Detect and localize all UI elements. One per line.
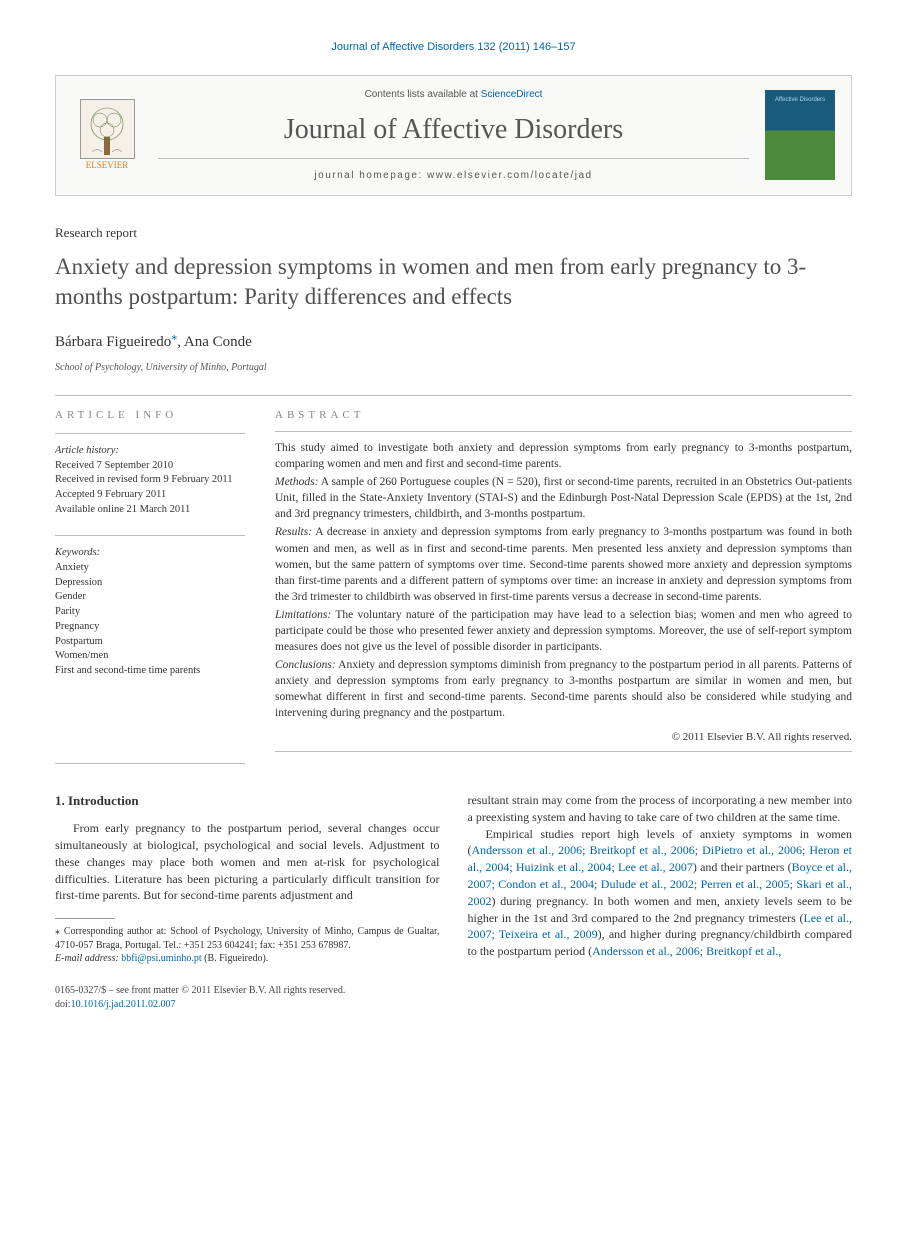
author-2: Ana Conde (184, 334, 252, 350)
keyword-item: Women/men (55, 649, 245, 664)
abstract-column: ABSTRACT This study aimed to investigate… (275, 408, 852, 764)
body-right-column: resultant strain may come from the proce… (468, 792, 853, 966)
sciencedirect-link[interactable]: ScienceDirect (481, 89, 543, 100)
cover-text: Affective Disorders (775, 96, 825, 104)
running-citation: Journal of Affective Disorders 132 (2011… (55, 40, 852, 55)
abstract-results: Results: A decrease in anxiety and depre… (275, 524, 852, 604)
keyword-item: Postpartum (55, 635, 245, 650)
conclusions-label: Conclusions: (275, 659, 336, 671)
email-line: E-mail address: bbfi@psi.uminho.pt (B. F… (55, 952, 440, 966)
keywords-label: Keywords: (55, 546, 245, 561)
conclusions-text: Anxiety and depression symptoms diminish… (275, 659, 852, 719)
author-email[interactable]: bbfi@psi.uminho.pt (121, 953, 201, 964)
history-label: Article history: (55, 444, 245, 459)
methods-text: A sample of 260 Portuguese couples (N = … (275, 476, 852, 520)
masthead-center: Contents lists available at ScienceDirec… (158, 88, 749, 182)
keyword-item: Pregnancy (55, 620, 245, 635)
keyword-item: Anxiety (55, 561, 245, 576)
journal-title: Journal of Affective Disorders (158, 110, 749, 149)
authors-line: Bárbara Figueiredo⁎, Ana Conde (55, 328, 852, 353)
keywords-block: Keywords: Anxiety Depression Gender Pari… (55, 546, 245, 678)
affiliation: School of Psychology, University of Minh… (55, 361, 852, 375)
issn-copyright-line: 0165-0327/$ – see front matter © 2011 El… (55, 984, 852, 998)
p2b-mid1: ) and their partners ( (693, 860, 792, 874)
info-abstract-row: ARTICLE INFO Article history: Received 7… (55, 408, 852, 764)
introduction-heading: 1. Introduction (55, 792, 440, 810)
article-history-block: Article history: Received 7 September 20… (55, 444, 245, 517)
accepted-date: Accepted 9 February 2011 (55, 488, 245, 503)
page-container: Journal of Affective Disorders 132 (2011… (0, 0, 907, 1052)
abstract-methods: Methods: A sample of 260 Portuguese coup… (275, 474, 852, 522)
keyword-item: First and second-time time parents (55, 664, 245, 679)
abstract-heading: ABSTRACT (275, 408, 852, 423)
doi-prefix: doi: (55, 999, 71, 1010)
keyword-item: Parity (55, 605, 245, 620)
abstract-conclusions: Conclusions: Anxiety and depression symp… (275, 657, 852, 721)
footnote-separator (55, 918, 115, 919)
abstract-limitations: Limitations: The voluntary nature of the… (275, 607, 852, 655)
p2b-mid2: ) during pregnancy. In both women and me… (468, 894, 853, 925)
article-type: Research report (55, 224, 852, 242)
doi-link[interactable]: 10.1016/j.jad.2011.02.007 (71, 999, 176, 1010)
author-1: Bárbara Figueiredo (55, 334, 171, 350)
article-info-column: ARTICLE INFO Article history: Received 7… (55, 408, 245, 764)
article-info-heading: ARTICLE INFO (55, 408, 245, 423)
results-label: Results: (275, 526, 312, 538)
online-date: Available online 21 March 2011 (55, 503, 245, 518)
contents-available-line: Contents lists available at ScienceDirec… (158, 88, 749, 102)
footnotes-block: ⁎ Corresponding author at: School of Psy… (55, 925, 440, 966)
body-two-columns: 1. Introduction From early pregnancy to … (55, 792, 852, 966)
article-title: Anxiety and depression symptoms in women… (55, 252, 852, 312)
keyword-item: Depression (55, 576, 245, 591)
revised-date: Received in revised form 9 February 2011 (55, 473, 245, 488)
elsevier-logo: ELSEVIER (72, 95, 142, 175)
elsevier-tree-icon (80, 99, 135, 159)
citation-link[interactable]: Andersson et al., 2006; Breitkopf et al.… (592, 944, 781, 958)
intro-para-2a: resultant strain may come from the proce… (468, 792, 853, 826)
author-separator: , (177, 334, 184, 350)
methods-label: Methods: (275, 476, 318, 488)
intro-para-1: From early pregnancy to the postpartum p… (55, 820, 440, 904)
journal-homepage: journal homepage: www.elsevier.com/locat… (158, 169, 749, 183)
email-suffix: (B. Figueiredo). (202, 953, 269, 964)
body-left-column: 1. Introduction From early pregnancy to … (55, 792, 440, 966)
abstract-copyright: © 2011 Elsevier B.V. All rights reserved… (275, 730, 852, 745)
limitations-text: The voluntary nature of the participatio… (275, 609, 852, 653)
keyword-item: Gender (55, 590, 245, 605)
corresponding-author-note: ⁎ Corresponding author at: School of Psy… (55, 925, 440, 952)
front-matter-footer: 0165-0327/$ – see front matter © 2011 El… (55, 984, 852, 1012)
email-label: E-mail address: (55, 953, 121, 964)
elsevier-label: ELSEVIER (86, 159, 129, 172)
contents-prefix: Contents lists available at (365, 89, 481, 100)
abstract-intro: This study aimed to investigate both anx… (275, 440, 852, 472)
intro-para-2b: Empirical studies report high levels of … (468, 826, 853, 960)
received-date: Received 7 September 2010 (55, 459, 245, 474)
limitations-label: Limitations: (275, 609, 331, 621)
journal-masthead: ELSEVIER Contents lists available at Sci… (55, 75, 852, 195)
journal-cover-thumb: Affective Disorders (765, 90, 835, 180)
doi-line: doi:10.1016/j.jad.2011.02.007 (55, 998, 852, 1012)
results-text: A decrease in anxiety and depression sym… (275, 526, 852, 602)
